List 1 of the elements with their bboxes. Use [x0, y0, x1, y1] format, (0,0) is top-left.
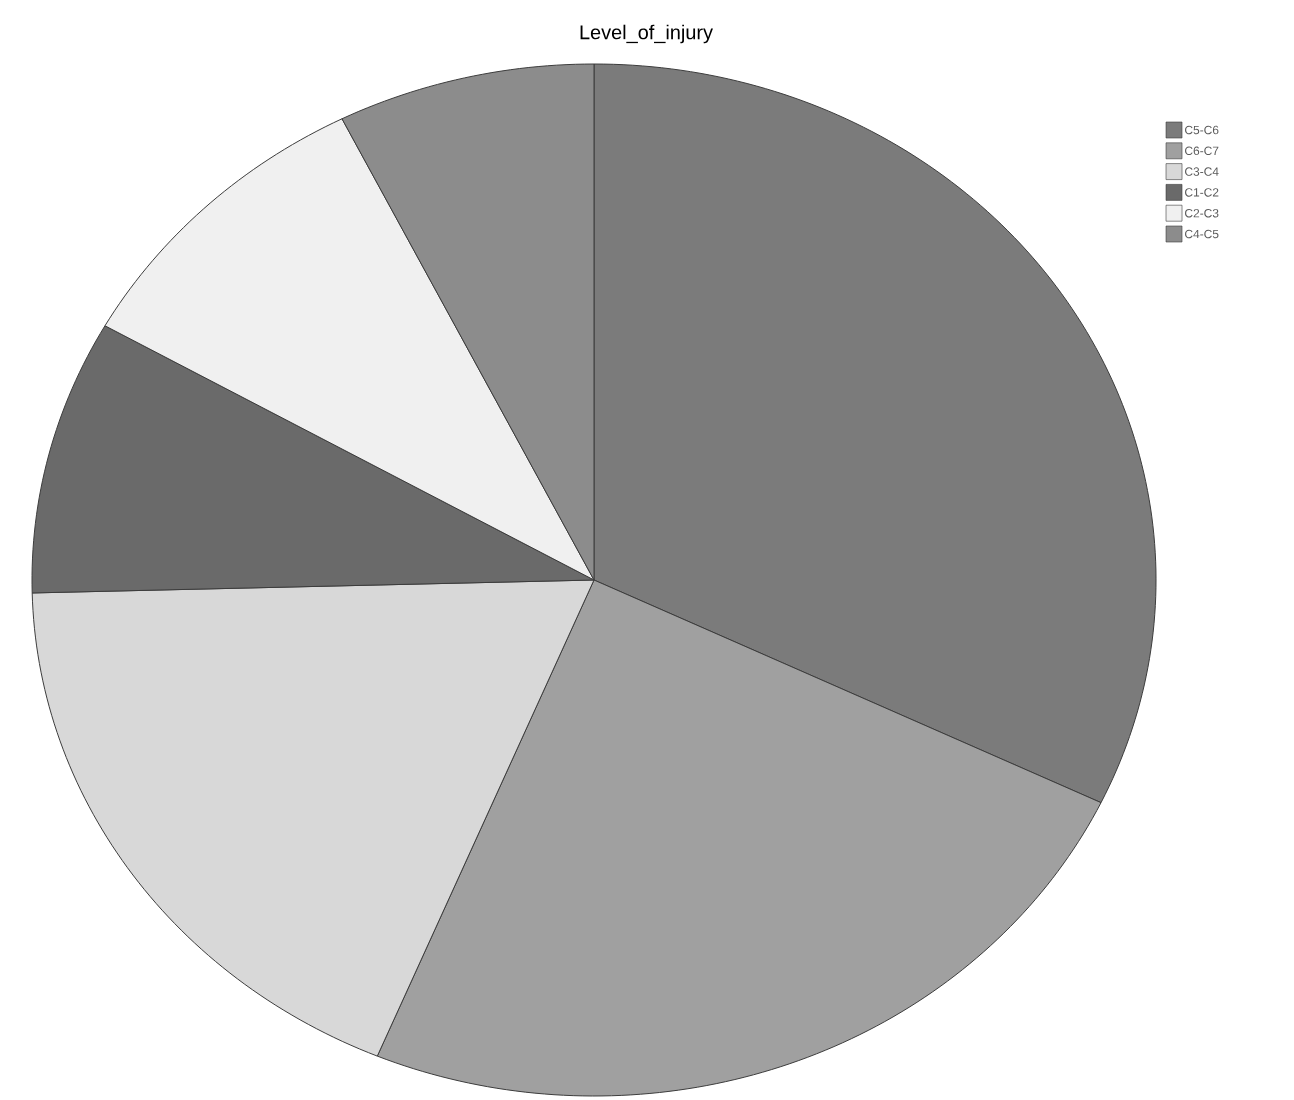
chart-title: Level_of_injury: [580, 24, 713, 44]
